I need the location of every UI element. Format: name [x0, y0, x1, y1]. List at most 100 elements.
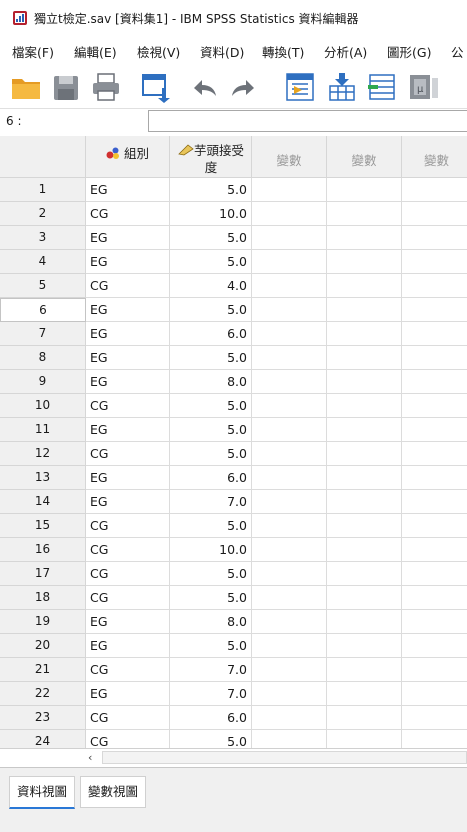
- scrollbar-track[interactable]: [102, 751, 467, 764]
- cell-score[interactable]: 10.0: [170, 202, 252, 226]
- cell-score[interactable]: 5.0: [170, 394, 252, 418]
- cell-group[interactable]: EG: [86, 490, 170, 514]
- cell-empty[interactable]: [402, 226, 467, 250]
- cell-empty[interactable]: [402, 346, 467, 370]
- cell-empty[interactable]: [327, 658, 402, 682]
- table-row[interactable]: 12 CG 5.0: [0, 442, 467, 466]
- save-icon[interactable]: [48, 70, 84, 104]
- cell-score[interactable]: 4.0: [170, 274, 252, 298]
- cell-empty[interactable]: [327, 346, 402, 370]
- cell-empty[interactable]: [402, 250, 467, 274]
- cell-empty[interactable]: [252, 538, 327, 562]
- cell-empty[interactable]: [252, 466, 327, 490]
- cell-score[interactable]: 7.0: [170, 682, 252, 706]
- cell-empty[interactable]: [402, 682, 467, 706]
- cell-empty[interactable]: [327, 586, 402, 610]
- cell-empty[interactable]: [327, 562, 402, 586]
- cell-empty[interactable]: [402, 394, 467, 418]
- cell-empty[interactable]: [252, 490, 327, 514]
- row-number[interactable]: 19: [0, 610, 86, 634]
- row-number[interactable]: 2: [0, 202, 86, 226]
- cell-empty[interactable]: [252, 370, 327, 394]
- cell-group[interactable]: EG: [86, 610, 170, 634]
- cell-group[interactable]: CG: [86, 442, 170, 466]
- cell-empty[interactable]: [402, 178, 467, 202]
- menu-graphs[interactable]: 圖形(G): [387, 45, 432, 60]
- variables-icon[interactable]: [364, 70, 400, 104]
- cell-group[interactable]: CG: [86, 562, 170, 586]
- menu-transform[interactable]: 轉換(T): [262, 45, 305, 60]
- cell-empty[interactable]: [402, 202, 467, 226]
- horizontal-scrollbar[interactable]: ‹: [0, 748, 467, 767]
- cell-empty[interactable]: [252, 514, 327, 538]
- cell-group[interactable]: CG: [86, 706, 170, 730]
- cell-score[interactable]: 8.0: [170, 610, 252, 634]
- table-row[interactable]: 4 EG 5.0: [0, 250, 467, 274]
- table-row[interactable]: 9 EG 8.0: [0, 370, 467, 394]
- table-row[interactable]: 10 CG 5.0: [0, 394, 467, 418]
- cell-score[interactable]: 6.0: [170, 322, 252, 346]
- row-number[interactable]: 20: [0, 634, 86, 658]
- cell-score[interactable]: 7.0: [170, 490, 252, 514]
- cell-score[interactable]: 5.0: [170, 730, 252, 748]
- column-header-var-2[interactable]: 變數: [327, 136, 402, 178]
- cell-empty[interactable]: [327, 682, 402, 706]
- cell-empty[interactable]: [252, 346, 327, 370]
- cell-score[interactable]: 5.0: [170, 634, 252, 658]
- cell-group[interactable]: EG: [86, 298, 170, 322]
- cell-empty[interactable]: [327, 250, 402, 274]
- cell-empty[interactable]: [327, 418, 402, 442]
- table-row[interactable]: 2 CG 10.0: [0, 202, 467, 226]
- cell-empty[interactable]: [252, 226, 327, 250]
- table-row[interactable]: 17 CG 5.0: [0, 562, 467, 586]
- menu-file[interactable]: 檔案(F): [12, 45, 54, 60]
- table-row[interactable]: 18 CG 5.0: [0, 586, 467, 610]
- cell-empty[interactable]: [327, 610, 402, 634]
- cell-group[interactable]: EG: [86, 634, 170, 658]
- cell-empty[interactable]: [327, 538, 402, 562]
- row-number[interactable]: 6: [0, 298, 86, 322]
- cell-group[interactable]: EG: [86, 178, 170, 202]
- menu-data[interactable]: 資料(D): [200, 45, 245, 60]
- table-row[interactable]: 23 CG 6.0: [0, 706, 467, 730]
- goto-variable-icon[interactable]: [324, 70, 360, 104]
- goto-case-icon[interactable]: [282, 70, 318, 104]
- cell-empty[interactable]: [252, 322, 327, 346]
- cell-empty[interactable]: [327, 706, 402, 730]
- cell-empty[interactable]: [252, 202, 327, 226]
- table-row[interactable]: 11 EG 5.0: [0, 418, 467, 442]
- cell-empty[interactable]: [402, 538, 467, 562]
- cell-empty[interactable]: [402, 586, 467, 610]
- row-number[interactable]: 4: [0, 250, 86, 274]
- tab-variable-view[interactable]: 變數視圖: [80, 776, 147, 808]
- cell-empty[interactable]: [327, 490, 402, 514]
- undo-icon[interactable]: [186, 70, 222, 104]
- cell-score[interactable]: 5.0: [170, 298, 252, 322]
- cell-empty[interactable]: [252, 442, 327, 466]
- row-number[interactable]: 16: [0, 538, 86, 562]
- menu-edit[interactable]: 編輯(E): [74, 45, 117, 60]
- cell-empty[interactable]: [327, 226, 402, 250]
- cell-score[interactable]: 5.0: [170, 442, 252, 466]
- table-row[interactable]: 8 EG 5.0: [0, 346, 467, 370]
- row-number[interactable]: 13: [0, 466, 86, 490]
- cell-empty[interactable]: [252, 418, 327, 442]
- cell-empty[interactable]: [252, 178, 327, 202]
- row-number[interactable]: 15: [0, 514, 86, 538]
- cell-score[interactable]: 5.0: [170, 178, 252, 202]
- tab-data-view[interactable]: 資料視圖: [9, 776, 76, 809]
- cell-group[interactable]: CG: [86, 730, 170, 748]
- row-number[interactable]: 12: [0, 442, 86, 466]
- cell-score[interactable]: 6.0: [170, 466, 252, 490]
- cell-empty[interactable]: [402, 490, 467, 514]
- cell-empty[interactable]: [402, 634, 467, 658]
- cell-empty[interactable]: [252, 274, 327, 298]
- cell-empty[interactable]: [327, 370, 402, 394]
- cell-group[interactable]: EG: [86, 250, 170, 274]
- cell-score[interactable]: 8.0: [170, 370, 252, 394]
- print-icon[interactable]: [88, 70, 124, 104]
- scroll-left-icon[interactable]: ‹: [88, 751, 93, 764]
- row-number[interactable]: 17: [0, 562, 86, 586]
- table-row[interactable]: 24 CG 5.0: [0, 730, 467, 748]
- cell-group[interactable]: EG: [86, 682, 170, 706]
